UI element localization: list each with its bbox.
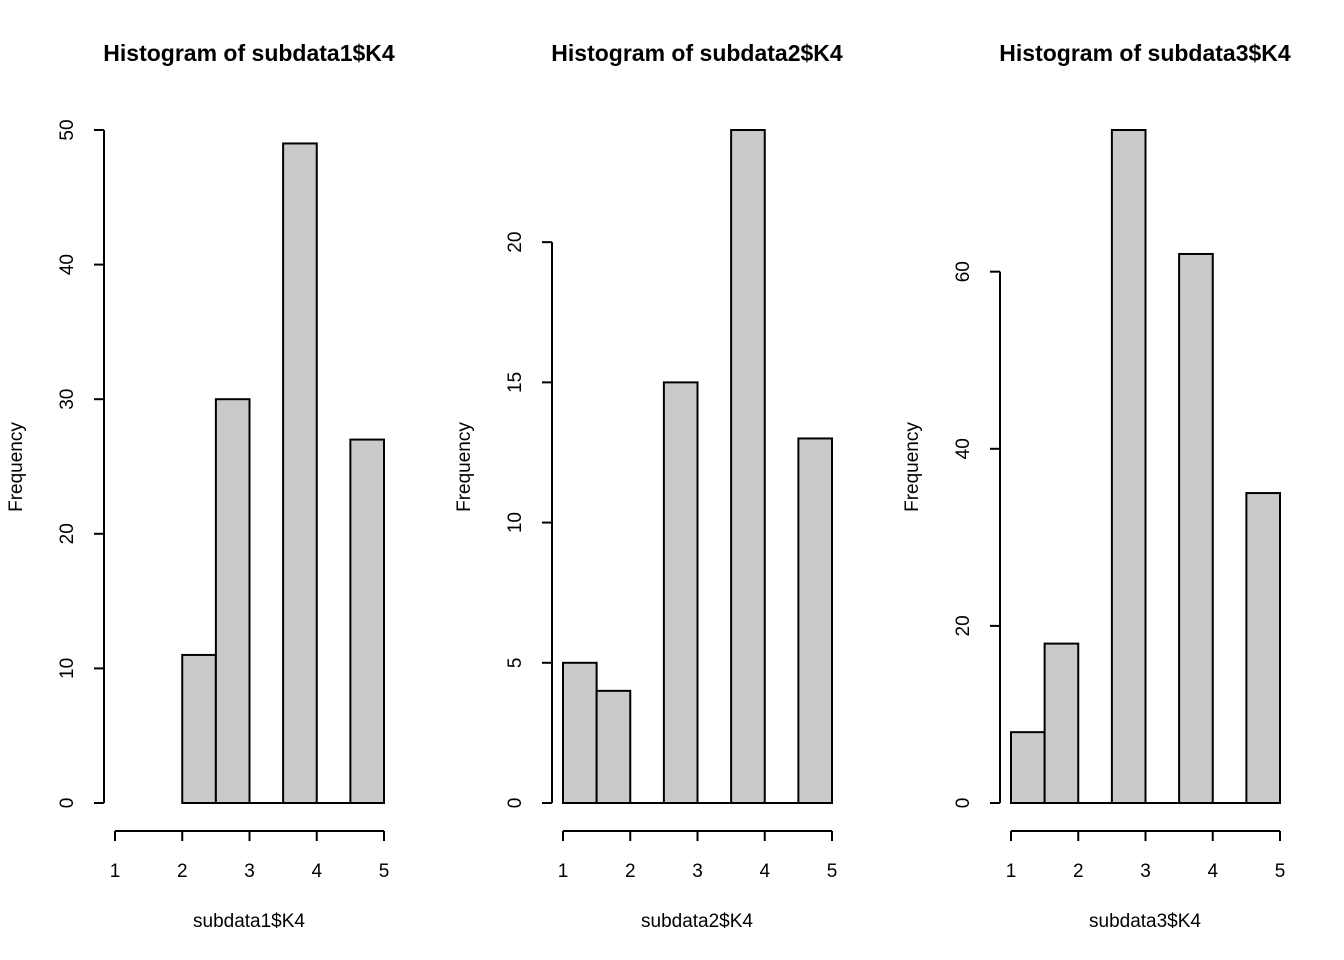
y-axis-label: Frequency	[902, 422, 923, 512]
y-tick-label: 60	[953, 261, 974, 282]
histogram-panel-1: Histogram of subdata1$K41 2 3 4 501020304050…	[6, 40, 395, 932]
y-tick-label: 40	[953, 438, 974, 459]
x-tick-label: 4	[759, 861, 770, 882]
y-axis-label: Frequency	[454, 422, 475, 512]
x-axis-label: subdata1$K4	[193, 911, 305, 932]
y-tick-label: 10	[57, 658, 78, 679]
y-tick-label: 0	[953, 798, 974, 809]
histogram-bar	[1178, 252, 1214, 804]
histogram-bar	[662, 381, 699, 804]
y-tick-label: 40	[57, 254, 78, 275]
x-tick-label: 5	[827, 861, 838, 882]
histogram-panel-2: Histogram of subdata2$K4 1 2 3 4 5 0 5 10 15 20 sub…	[454, 40, 843, 932]
chart-title: Histogram of subdata3$K4	[999, 40, 1291, 66]
x-axis-label: subdata3$K4	[1089, 911, 1201, 932]
histogram-bar	[282, 142, 318, 804]
histogram-bar	[562, 661, 598, 805]
histogram-bar	[797, 437, 833, 804]
x-tick-label: 4	[1207, 861, 1218, 882]
histogram-bar	[730, 129, 766, 804]
y-tick-label: 10	[505, 512, 526, 533]
x-tick-label: 5	[1275, 861, 1286, 882]
x-tick-label: 2	[1073, 861, 1084, 882]
y-tick-label: 5	[505, 658, 526, 669]
y-tick-label: 20	[57, 523, 78, 544]
histogram-bar	[1110, 129, 1147, 804]
x-tick-label: 2	[625, 861, 636, 882]
y-axis-label: Frequency	[6, 422, 27, 512]
histogram-bar	[595, 689, 632, 804]
y-tick-label: 20	[953, 615, 974, 636]
x-tick-label: 5	[379, 861, 390, 882]
histogram-bar	[214, 398, 251, 804]
histogram-bar	[1245, 492, 1281, 804]
x-tick-label: 1	[558, 861, 569, 882]
x-axis-label: subdata2$K4	[641, 911, 753, 932]
histogram-bar	[349, 438, 385, 804]
y-tick-label: 30	[57, 389, 78, 410]
x-tick-label: 2	[177, 861, 188, 882]
x-tick-label: 1	[1006, 861, 1017, 882]
x-tick-label: 3	[244, 861, 255, 882]
x-tick-label: 1	[110, 861, 121, 882]
x-tick-label: 3	[692, 861, 703, 882]
x-tick-label: 4	[311, 861, 322, 882]
y-tick-label: 20	[505, 232, 526, 253]
histogram-panel-3: Histogram of subdata3$K4 1 2 3 4 5 0 20 40 60 subd…	[902, 40, 1291, 932]
y-tick-label: 0	[57, 798, 78, 809]
histogram-bar	[1010, 731, 1046, 804]
y-tick-label: 15	[505, 372, 526, 393]
histogram-bar	[181, 653, 217, 804]
x-tick-label: 3	[1140, 861, 1151, 882]
chart-title: Histogram of subdata2$K4	[551, 40, 843, 66]
chart-title: Histogram of subdata1$K4	[103, 40, 395, 66]
y-tick-label: 0	[505, 798, 526, 809]
histogram-bar	[1043, 642, 1080, 805]
y-tick-label: 50	[57, 119, 78, 140]
